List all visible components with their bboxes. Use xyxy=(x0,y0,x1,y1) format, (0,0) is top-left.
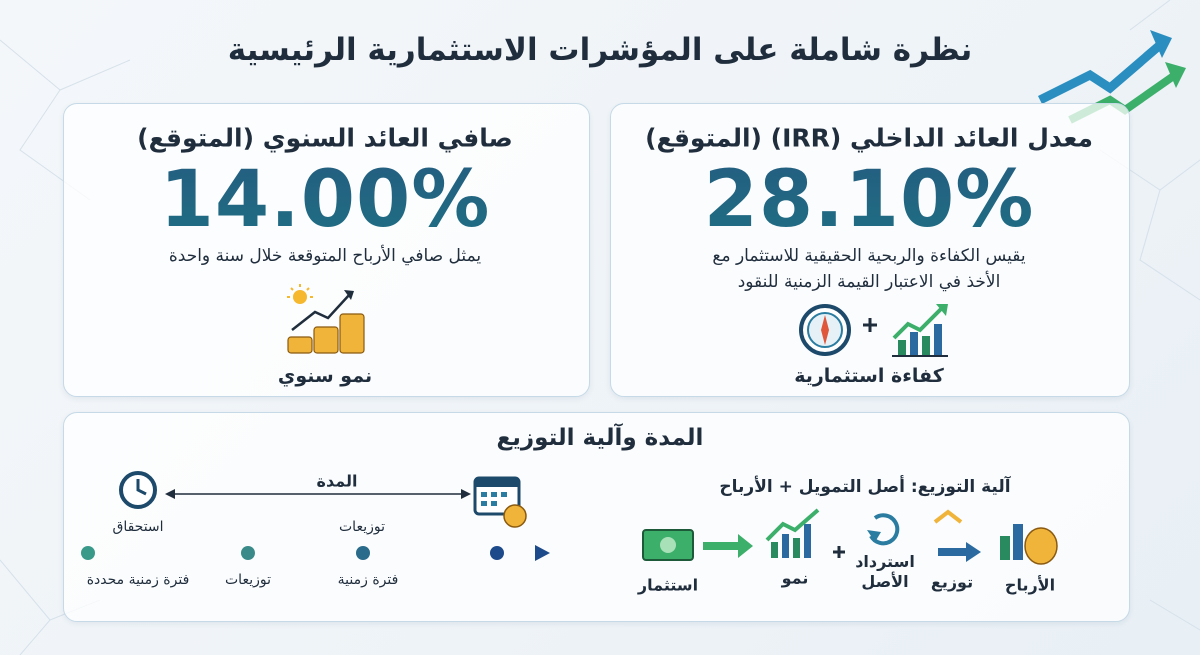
mechanism-title: آلية التوزيع: أصل التمويل + الأرباح xyxy=(719,477,1011,497)
card-title: صافي العائد السنوي (المتوقع) xyxy=(137,123,513,153)
section-title: المدة وآلية التوزيع xyxy=(496,425,704,451)
maturity-label: استحقاق xyxy=(112,519,164,535)
timeline-point: توزيعات xyxy=(225,572,271,588)
distributions-label: توزيعات xyxy=(339,519,385,535)
card-description: الأخذ في الاعتبار القيمة الزمنية للنقود xyxy=(737,272,1001,292)
growth-coins-icon xyxy=(287,284,365,354)
mechanism-icons xyxy=(642,508,1058,565)
card-description: يقيس الكفاءة والربحية الحقيقية للاستثمار… xyxy=(712,246,1026,266)
card-value: 28.10% xyxy=(703,155,1035,245)
step-label: نمو xyxy=(781,568,809,588)
step-label: استثمار xyxy=(637,575,699,595)
card-title: معدل العائد الداخلي (IRR) (المتوقع) xyxy=(645,123,1093,153)
step-label: توزيع xyxy=(930,572,974,592)
efficiency-icons xyxy=(799,304,948,357)
card-value: 14.00% xyxy=(159,155,491,245)
icon-label: نمو سنوي xyxy=(277,365,373,387)
irr-card xyxy=(610,103,1130,397)
duration-label: المدة xyxy=(316,471,358,491)
timeline-point: فترة زمنية xyxy=(337,572,399,588)
timeline-graphics xyxy=(81,471,1058,565)
timeline-point: فترة زمنية محددة xyxy=(86,572,190,588)
icon-label: كفاءة استثمارية xyxy=(794,365,944,387)
step-label: استرداد الأصل xyxy=(855,552,915,591)
step-label: الأرباح xyxy=(1004,575,1056,595)
card-description: يمثل صافي الأرباح المتوقعة خلال سنة واحد… xyxy=(168,246,482,266)
page-title: نظرة شاملة على المؤشرات الاستثمارية الرئ… xyxy=(227,32,973,68)
